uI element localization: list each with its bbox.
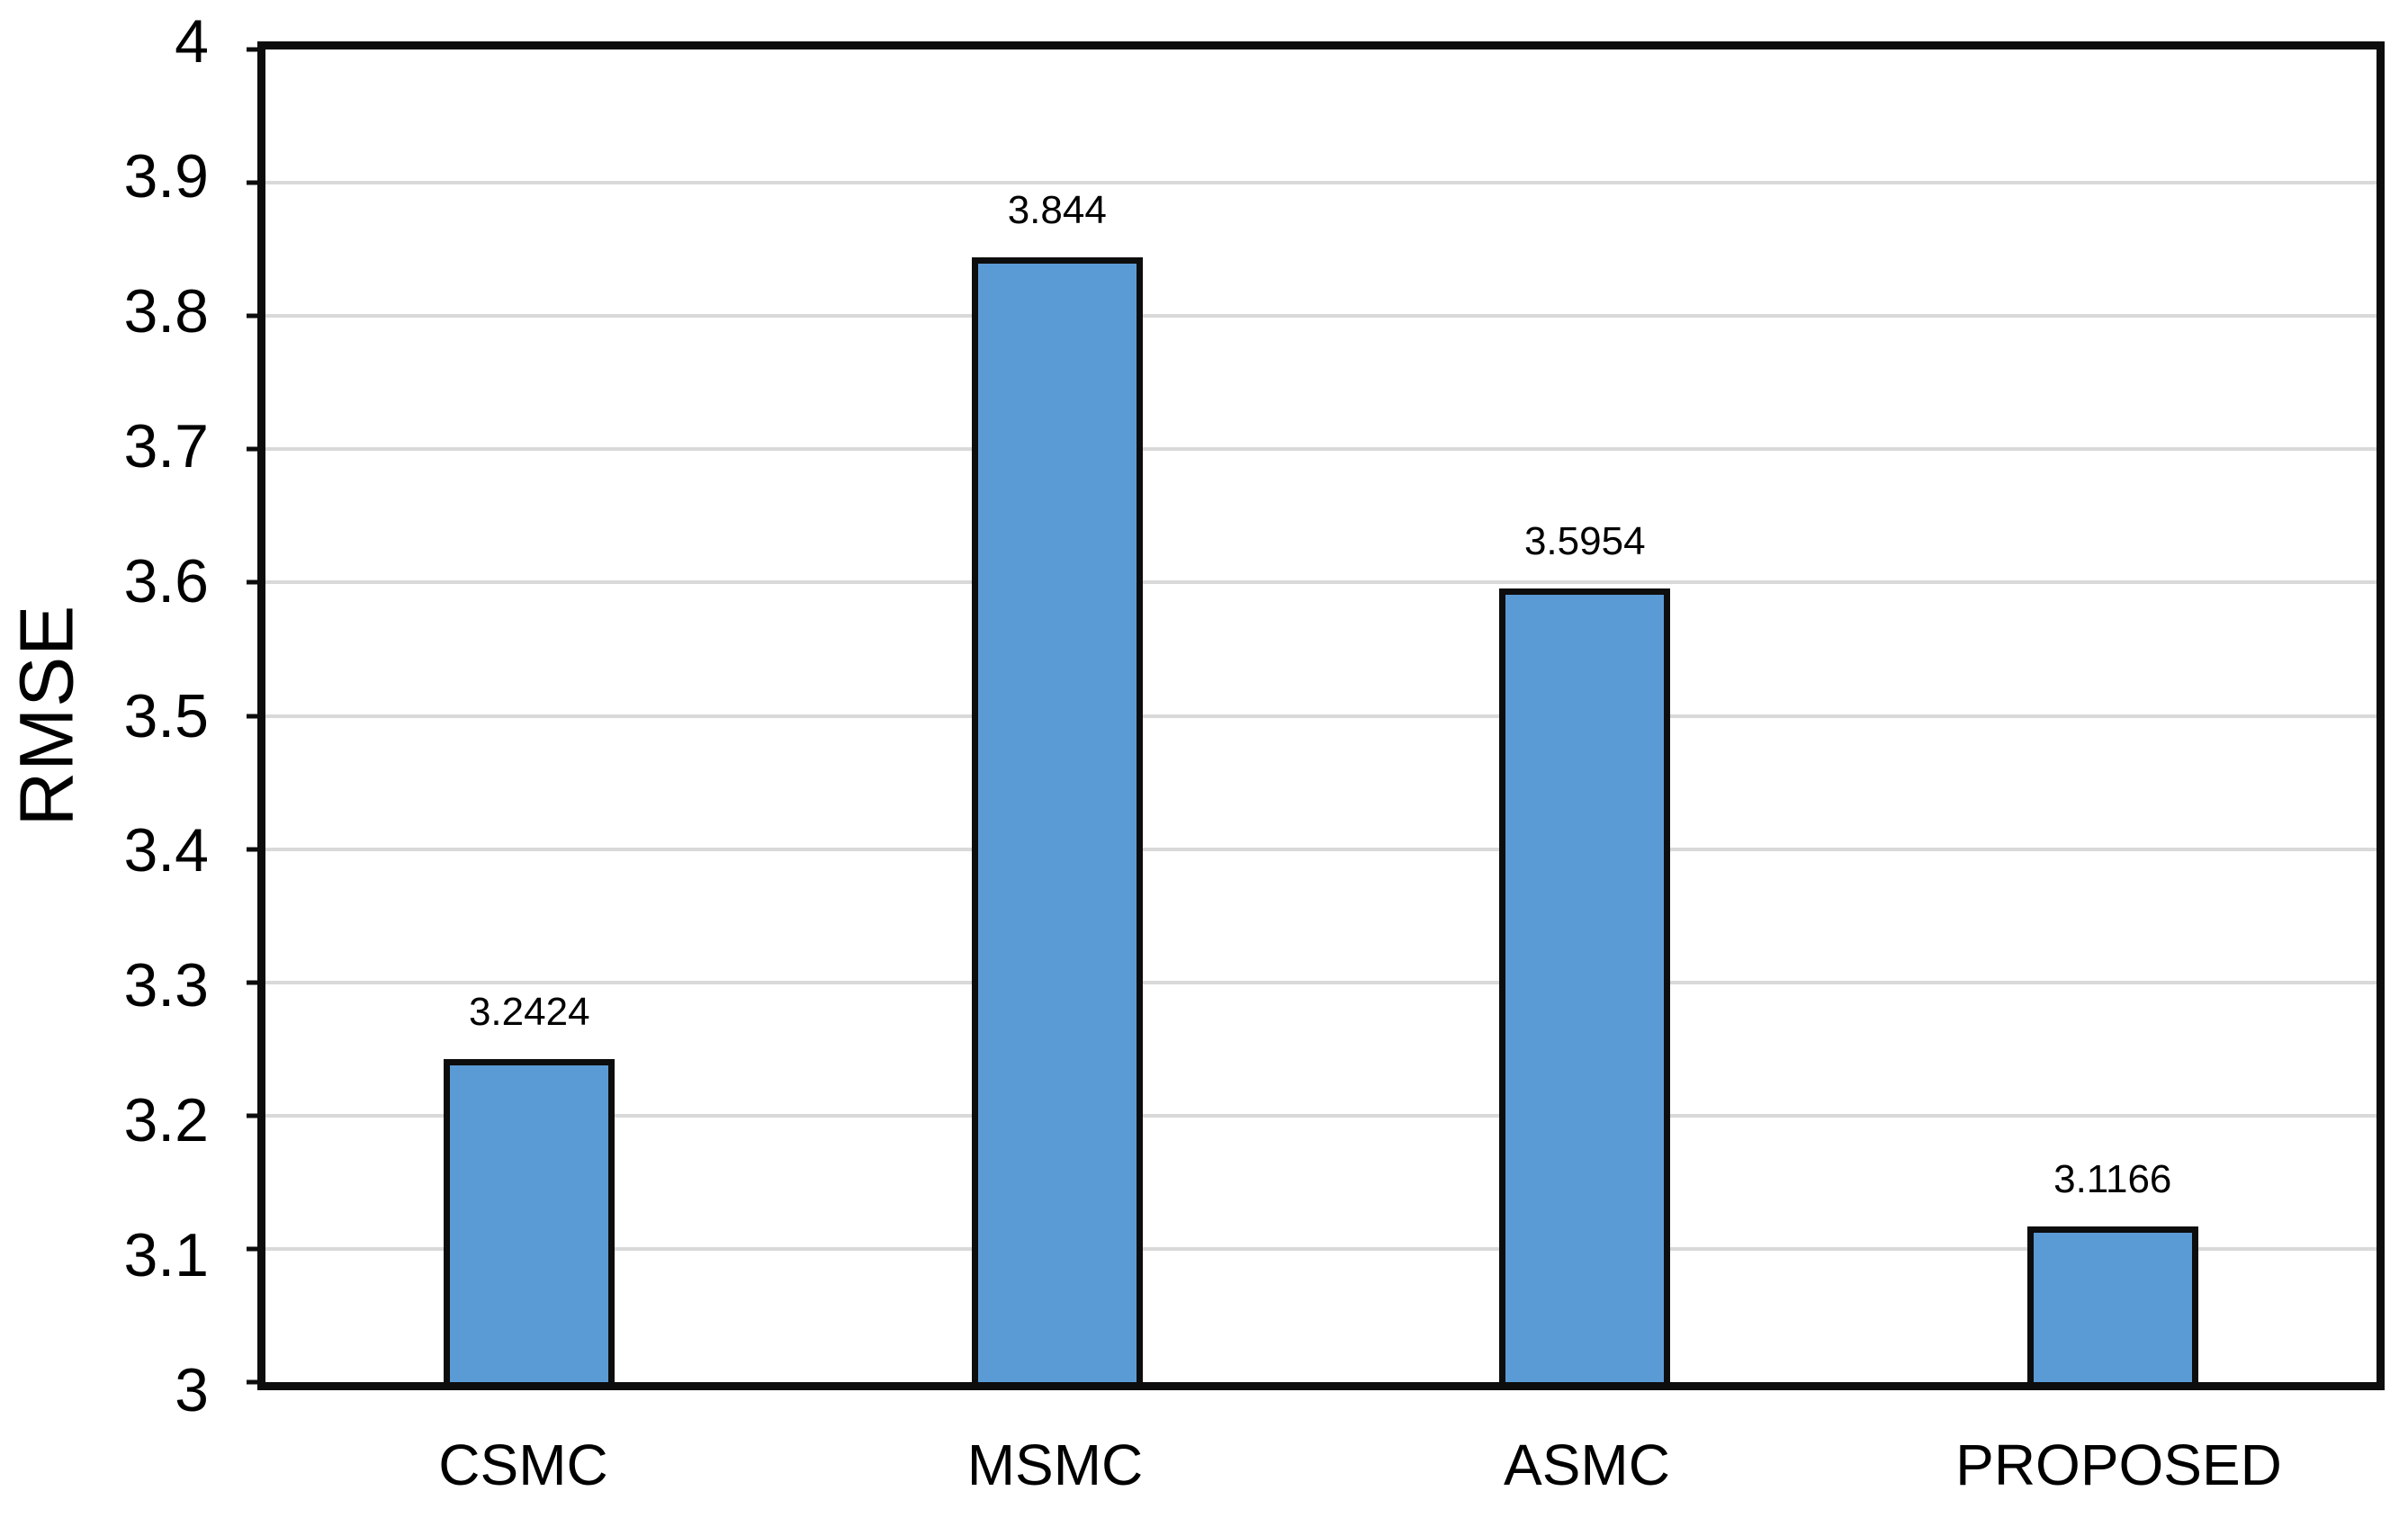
y-axis-tick-label: 4 [175, 7, 209, 76]
gridline [265, 181, 2377, 185]
bar-value-label: 3.844 [1007, 188, 1107, 233]
gridline [265, 847, 2377, 851]
y-axis-tick-label: 3.6 [123, 546, 209, 615]
gridlines-layer [247, 47, 2377, 1385]
y-axis-tick-mark [247, 47, 257, 52]
gridline [265, 1246, 2377, 1251]
bar-msmc [971, 257, 1143, 1382]
x-axis-category-label: ASMC [1504, 1433, 1670, 1497]
y-axis-tick-mark [247, 847, 257, 852]
bar-value-label: 3.1166 [2053, 1157, 2172, 1202]
x-axis-category-label: PROPOSED [1955, 1433, 2282, 1497]
y-axis-tick-label: 3.8 [123, 276, 209, 346]
bar-proposed [2026, 1226, 2198, 1382]
y-axis-tick-mark [247, 1379, 257, 1385]
gridline [265, 447, 2377, 452]
gridline [265, 580, 2377, 585]
y-axis-tick-mark [247, 714, 257, 718]
gridline [265, 1113, 2377, 1118]
bar-value-label: 3.5954 [1523, 519, 1646, 564]
plot-area: 3.2424 3.844 3.5954 3.1166 [247, 41, 2385, 1390]
y-axis-tick-label: 3.5 [123, 681, 209, 750]
gridline [265, 314, 2377, 319]
y-axis-tick-label: 3.9 [123, 141, 209, 211]
y-axis-tick-label: 3 [175, 1356, 209, 1424]
y-axis-tick-mark [247, 579, 257, 585]
y-axis-tick-label: 3.7 [123, 411, 209, 481]
x-axis-category-label: CSMC [438, 1433, 608, 1497]
x-axis-category-labels: CSMC MSMC ASMC PROPOSED [257, 1433, 2385, 1505]
y-axis-tick-mark [247, 446, 257, 452]
y-axis-tick-mark [247, 180, 257, 185]
y-axis-tick-mark [247, 313, 257, 319]
y-axis-tick-label: 3.1 [123, 1221, 209, 1290]
bar-asmc [1499, 588, 1671, 1382]
y-axis-tick-mark [247, 1246, 257, 1252]
bar-csmc [444, 1059, 615, 1382]
bars-layer: 3.2424 3.844 3.5954 3.1166 [265, 49, 2377, 1382]
bar-value-label: 3.2424 [468, 990, 590, 1035]
y-axis-tick-label: 3.3 [123, 951, 209, 1020]
gridline [265, 980, 2377, 984]
x-axis-category-label: MSMC [966, 1433, 1144, 1497]
y-axis-tick-mark [247, 980, 257, 985]
y-axis-tick-labels: 4 3.9 3.8 3.7 3.6 3.5 3.4 3.3 3.2 3.1 3 [0, 11, 209, 1421]
y-axis-tick-label: 3.4 [123, 816, 209, 885]
gridline [265, 714, 2377, 718]
y-axis-tick-label: 3.2 [123, 1086, 209, 1155]
y-axis-tick-mark [247, 1113, 257, 1118]
